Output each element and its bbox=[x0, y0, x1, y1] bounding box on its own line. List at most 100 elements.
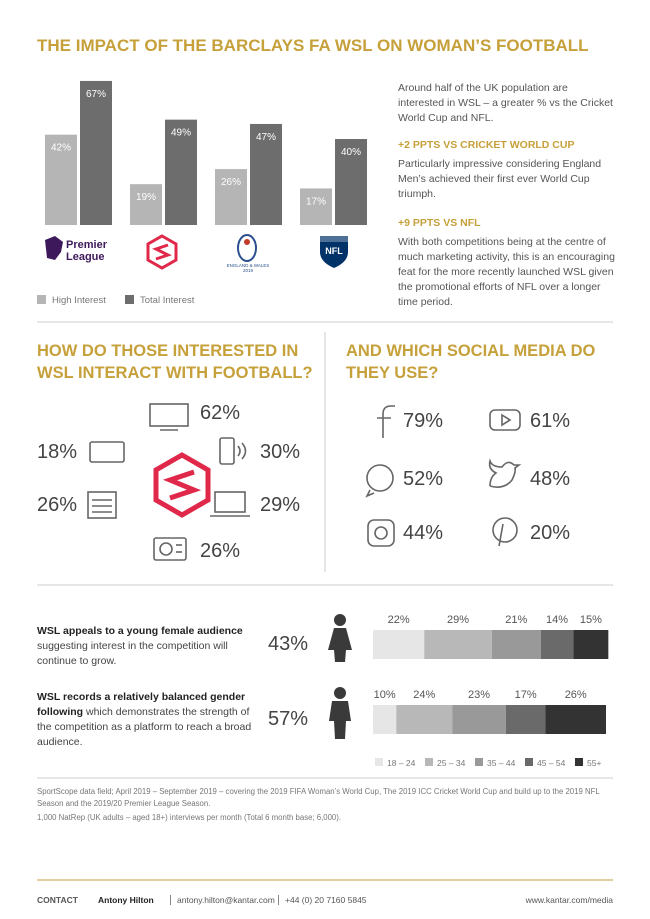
percent: 30% bbox=[260, 441, 301, 463]
icon-part bbox=[320, 236, 348, 268]
note: 1,000 NatRep (UK adults – aged 18+) inte… bbox=[37, 813, 342, 822]
legend-swatch bbox=[475, 758, 483, 766]
icon-part bbox=[149, 403, 189, 427]
cricket-logo bbox=[237, 234, 257, 262]
percent: 61% bbox=[530, 410, 571, 432]
icon-part bbox=[45, 236, 63, 260]
percent: 79% bbox=[403, 410, 444, 432]
footer-phone: +44 (0) 20 7160 5845 bbox=[278, 895, 367, 905]
icon-part bbox=[498, 523, 504, 547]
icon-part bbox=[367, 519, 395, 547]
icon-part bbox=[328, 628, 352, 662]
bar-label: 21% bbox=[505, 614, 527, 626]
footer-name: Antony Hilton bbox=[98, 895, 154, 905]
bar-segment bbox=[373, 630, 425, 659]
bar-label: 67% bbox=[86, 89, 106, 100]
bar-segment bbox=[505, 705, 546, 734]
percent: 44% bbox=[403, 522, 444, 544]
legend-swatch bbox=[37, 295, 46, 304]
legend-label: 55+ bbox=[587, 758, 601, 768]
bar-label: 19% bbox=[136, 192, 156, 203]
bar-segment bbox=[573, 630, 609, 659]
icon-part bbox=[329, 701, 351, 739]
laptop-icon bbox=[210, 491, 250, 517]
premier-league-logo bbox=[45, 236, 63, 260]
radio-icon bbox=[153, 537, 187, 561]
percent: 29% bbox=[260, 494, 301, 516]
bar bbox=[165, 119, 197, 225]
bar-label: 24% bbox=[413, 689, 435, 701]
icon-part bbox=[489, 409, 521, 431]
bar-label: 23% bbox=[468, 689, 490, 701]
bar-label: 26% bbox=[565, 689, 587, 701]
point-heading: +9 PPTS VS NFL bbox=[398, 217, 481, 229]
footer-url: www.kantar.com/media bbox=[525, 895, 613, 905]
legend-label: Total Interest bbox=[140, 295, 195, 306]
bar bbox=[130, 184, 162, 225]
legend-swatch bbox=[375, 758, 383, 766]
share: 57% bbox=[268, 708, 309, 730]
icon-part bbox=[219, 437, 235, 465]
bar bbox=[215, 169, 247, 225]
percent: 52% bbox=[403, 468, 444, 490]
legend-label: 35 – 44 bbox=[487, 758, 516, 768]
bar bbox=[335, 139, 367, 225]
bar-label: 49% bbox=[171, 128, 191, 139]
icon-part bbox=[244, 239, 250, 245]
legend-label: High Interest bbox=[52, 295, 106, 306]
bar-label: 22% bbox=[388, 614, 410, 626]
point-text: With both competitions being at the cent… bbox=[398, 236, 615, 308]
bar-label: 29% bbox=[447, 614, 469, 626]
icon-part bbox=[237, 442, 247, 460]
icon-part bbox=[320, 236, 348, 242]
point-heading: +2 PPTS VS CRICKET WORLD CUP bbox=[398, 139, 575, 151]
bar-segment bbox=[373, 705, 397, 734]
icon-part bbox=[365, 489, 375, 498]
legend-swatch bbox=[425, 758, 433, 766]
icon-part bbox=[374, 526, 388, 540]
icon-part bbox=[87, 491, 117, 519]
page-title: THE IMPACT OF THE BARCLAYS FA WSL ON WOM… bbox=[37, 36, 589, 55]
bar-label: 26% bbox=[221, 177, 241, 188]
category-label: NFL bbox=[325, 246, 343, 256]
bar-label: 17% bbox=[515, 689, 537, 701]
wsl-logo bbox=[146, 234, 178, 270]
bar-segment bbox=[396, 705, 453, 734]
icon-part bbox=[366, 464, 394, 492]
icon-part bbox=[162, 469, 202, 501]
bar bbox=[80, 80, 112, 225]
male-icon bbox=[329, 687, 351, 739]
point-text: Particularly impressive considering Engl… bbox=[398, 158, 602, 200]
phone-icon bbox=[219, 437, 247, 465]
bar-label: 40% bbox=[341, 147, 361, 158]
audience-detail: suggesting interest in the competition w… bbox=[37, 640, 228, 667]
percent: 26% bbox=[37, 494, 78, 516]
bar-segment bbox=[452, 705, 506, 734]
icon-part bbox=[501, 413, 512, 427]
whatsapp-icon bbox=[365, 464, 394, 498]
icon-part bbox=[89, 441, 125, 463]
bar-label: 15% bbox=[580, 614, 602, 626]
percent: 18% bbox=[37, 441, 78, 463]
percent: 26% bbox=[200, 540, 241, 562]
legend-swatch bbox=[525, 758, 533, 766]
footer-email: antony.hilton@kantar.com bbox=[170, 895, 275, 905]
audience-bold: WSL records a relatively balanced gender… bbox=[37, 691, 246, 718]
icon-part bbox=[334, 687, 346, 699]
icon-part bbox=[492, 517, 518, 543]
tv-icon bbox=[149, 403, 189, 431]
legend-label: 25 – 34 bbox=[437, 758, 466, 768]
legend-label: 45 – 54 bbox=[537, 758, 566, 768]
legend-swatch bbox=[125, 295, 134, 304]
footer-contact: CONTACT bbox=[37, 895, 78, 905]
category-label: ENGLAND & WALES 2019 bbox=[226, 263, 270, 273]
percent: 48% bbox=[530, 468, 571, 490]
nfl-logo bbox=[320, 236, 348, 268]
bar-segment bbox=[545, 705, 606, 734]
bar-label: 10% bbox=[374, 689, 396, 701]
pinterest-icon bbox=[492, 517, 518, 547]
bar bbox=[45, 134, 77, 225]
bar-label: 14% bbox=[546, 614, 568, 626]
bar-label: 42% bbox=[51, 143, 71, 154]
audience-detail: which demonstrates the strength of the c… bbox=[37, 706, 252, 748]
